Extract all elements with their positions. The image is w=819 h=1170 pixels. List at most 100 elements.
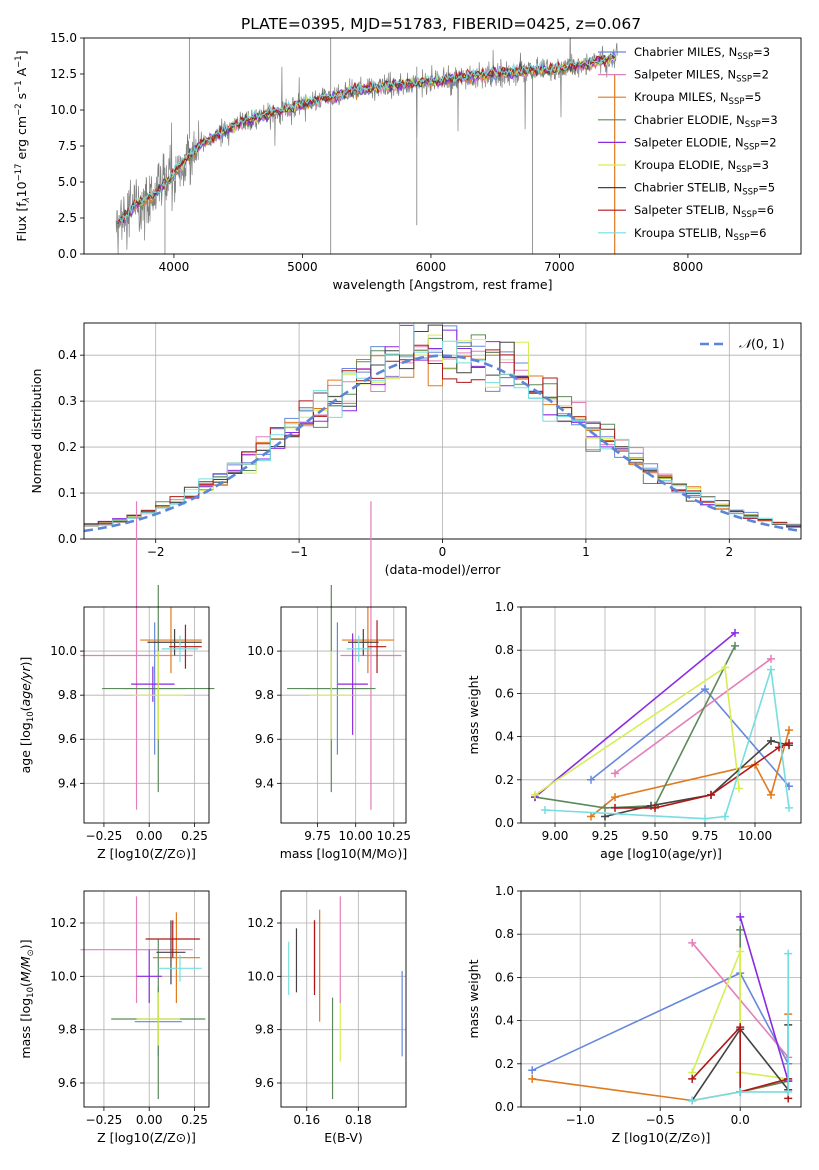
x-tick-label: 9.50 xyxy=(642,829,669,843)
legend-text: Kroupa MILES, N xyxy=(634,90,729,104)
x-tick-label: 8000 xyxy=(673,260,704,274)
weight-marker xyxy=(701,685,709,694)
legend-sub: SSP xyxy=(741,210,757,220)
y-tick-label: 9.6 xyxy=(58,1076,77,1090)
weight-line-5 xyxy=(691,951,789,1080)
x-tick-label: −1 xyxy=(290,545,308,559)
legend-count: =6 xyxy=(757,203,774,217)
legend-entry: Salpeter ELODIE, NSSP=2 xyxy=(634,135,777,152)
y-tick-label: 0.8 xyxy=(495,927,514,941)
x-tick-label: 10.00 xyxy=(738,829,772,843)
y-tick-label: 5.0 xyxy=(58,175,77,189)
weight-marker xyxy=(736,1023,745,1032)
weight-marker xyxy=(736,925,745,934)
y-tick-label: 9.4 xyxy=(255,776,274,790)
weight-marker xyxy=(767,736,775,745)
x-axis-label: Z [log10(Z/Z⊙)] xyxy=(97,846,196,861)
y-tick-label: 9.6 xyxy=(255,732,274,746)
x-tick-label: 7000 xyxy=(544,260,575,274)
y-tick-label: 15.0 xyxy=(50,31,77,45)
axis-label-part: age/yr xyxy=(18,666,33,707)
y-tick-label: 10.0 xyxy=(50,644,77,658)
x-axis-label: Z [log10(Z/Z⊙)] xyxy=(612,1130,711,1145)
x-tick-label: −1.0 xyxy=(566,1113,595,1127)
weight-marker xyxy=(731,641,739,650)
legend-entry: 𝒩(0, 1) xyxy=(739,336,785,351)
mass-vs-ebv-panel: 0.16 0.18 9.6 9.8 10.0 10.2 E(B-V) xyxy=(247,890,407,1145)
histogram-8 xyxy=(84,323,801,529)
y-tick-label: 10.0 xyxy=(50,103,77,117)
spectrum-panel: 4000 5000 6000 7000 8000 0.0 2.5 5.0 7.5 10.0 12.5… xyxy=(14,31,802,292)
weight-marker xyxy=(784,1087,793,1096)
y-tick-label: 1.0 xyxy=(495,600,514,614)
axis-label-part: s xyxy=(14,93,29,104)
axes-frame xyxy=(83,606,210,824)
weight-marker xyxy=(541,806,549,815)
axis-label-part: 10 xyxy=(14,181,29,197)
x-tick-label: 9.25 xyxy=(592,829,619,843)
y-tick-label: 0.0 xyxy=(495,1100,514,1114)
legend-sub: SSP xyxy=(734,233,750,243)
histogram-clip-group xyxy=(84,323,801,533)
weight-marker xyxy=(528,1066,537,1075)
weight-marker xyxy=(611,793,619,802)
legend-text: Kroupa STELIB, N xyxy=(634,226,734,240)
x-axis-label: Z [log10(Z/Z⊙)] xyxy=(97,1130,196,1145)
x-tick-label: 1 xyxy=(582,545,590,559)
legend-entry: Kroupa STELIB, NSSP=6 xyxy=(634,226,766,243)
x-tick-label: −0.25 xyxy=(86,1113,123,1127)
y-tick-label: 9.8 xyxy=(58,1023,77,1037)
weight-marker xyxy=(721,812,729,821)
legend-text: Salpeter ELODIE, N xyxy=(634,135,744,149)
legend-sub: SSP xyxy=(736,75,752,85)
x-tick-label: 0.16 xyxy=(293,1113,320,1127)
observed-spectrum xyxy=(115,38,618,254)
x-tick-label: 5000 xyxy=(287,260,318,274)
model-spectrum-7 xyxy=(117,54,616,224)
axis-label-part: −2 xyxy=(14,103,24,116)
axis-label-part: ( xyxy=(18,982,33,987)
residual-histogram-panel: −2 −1 0 1 2 0.0 0.1 0.2 0.3 0.4 (data-model)/error… xyxy=(29,322,802,577)
mass-weight-vs-metallicity-panel: −1.0 −0.5 0.0 0.0 0.2 0.4 0.6 0.8 1.0 Z [log10(Z/… xyxy=(466,884,802,1145)
axes-frame xyxy=(520,890,802,1108)
y-tick-label: 10.0 xyxy=(247,644,274,658)
legend-text: Salpeter STELIB, N xyxy=(634,203,741,217)
x-tick-label: 6000 xyxy=(416,260,447,274)
legend-entry: Chabrier MILES, NSSP=3 xyxy=(634,45,770,62)
weight-marker xyxy=(736,947,745,956)
weight-marker xyxy=(767,654,775,663)
axis-label-part: mass weight xyxy=(466,675,481,754)
y-tick-label: 9.8 xyxy=(255,688,274,702)
x-tick-label: 10.25 xyxy=(377,829,411,843)
legend-count: =3 xyxy=(753,45,770,59)
y-tick-label: 0.6 xyxy=(495,686,514,700)
y-tick-label: 9.8 xyxy=(255,1023,274,1037)
age-vs-metallicity-panel: −0.25 0.00 0.25 9.4 9.6 9.8 10.0 Z [log10(Z/Z⊙)… xyxy=(18,501,215,861)
weight-marker xyxy=(611,769,619,778)
x-axis-label: mass [log10(M/M⊙)] xyxy=(280,846,408,861)
weight-line-7 xyxy=(615,742,790,809)
axes-frame xyxy=(83,37,802,255)
x-tick-label: 0.0 xyxy=(731,1113,750,1127)
axis-label-part: M/M xyxy=(18,956,33,982)
mass-vs-metallicity-panel: −0.25 0.00 0.25 9.6 9.8 10.0 10.2 Z [log10(Z/Z⊙… xyxy=(18,890,210,1145)
axis-label-part: −17 xyxy=(14,163,24,181)
x-tick-label: 0 xyxy=(439,545,447,559)
legend-entry: Salpeter STELIB, NSSP=6 xyxy=(634,203,774,220)
legend-sub: SSP xyxy=(729,97,745,107)
weight-marker xyxy=(688,1074,697,1083)
y-tick-label: 0.1 xyxy=(58,486,77,500)
weight-marker xyxy=(611,803,619,812)
histogram-0 xyxy=(84,325,801,528)
y-tick-label: 0.2 xyxy=(495,1057,514,1071)
weight-marker xyxy=(785,803,793,812)
axes-frame xyxy=(520,606,802,824)
y-tick-label: 7.5 xyxy=(58,139,77,153)
legend-entry: Chabrier STELIB, NSSP=5 xyxy=(634,181,775,198)
axes-frame xyxy=(83,890,210,1108)
axis-label-part: 10 xyxy=(26,987,36,998)
x-axis-label: age [log10(age/yr)] xyxy=(600,846,722,861)
weight-marker xyxy=(651,803,659,812)
y-axis-label: mass weight xyxy=(466,675,481,754)
